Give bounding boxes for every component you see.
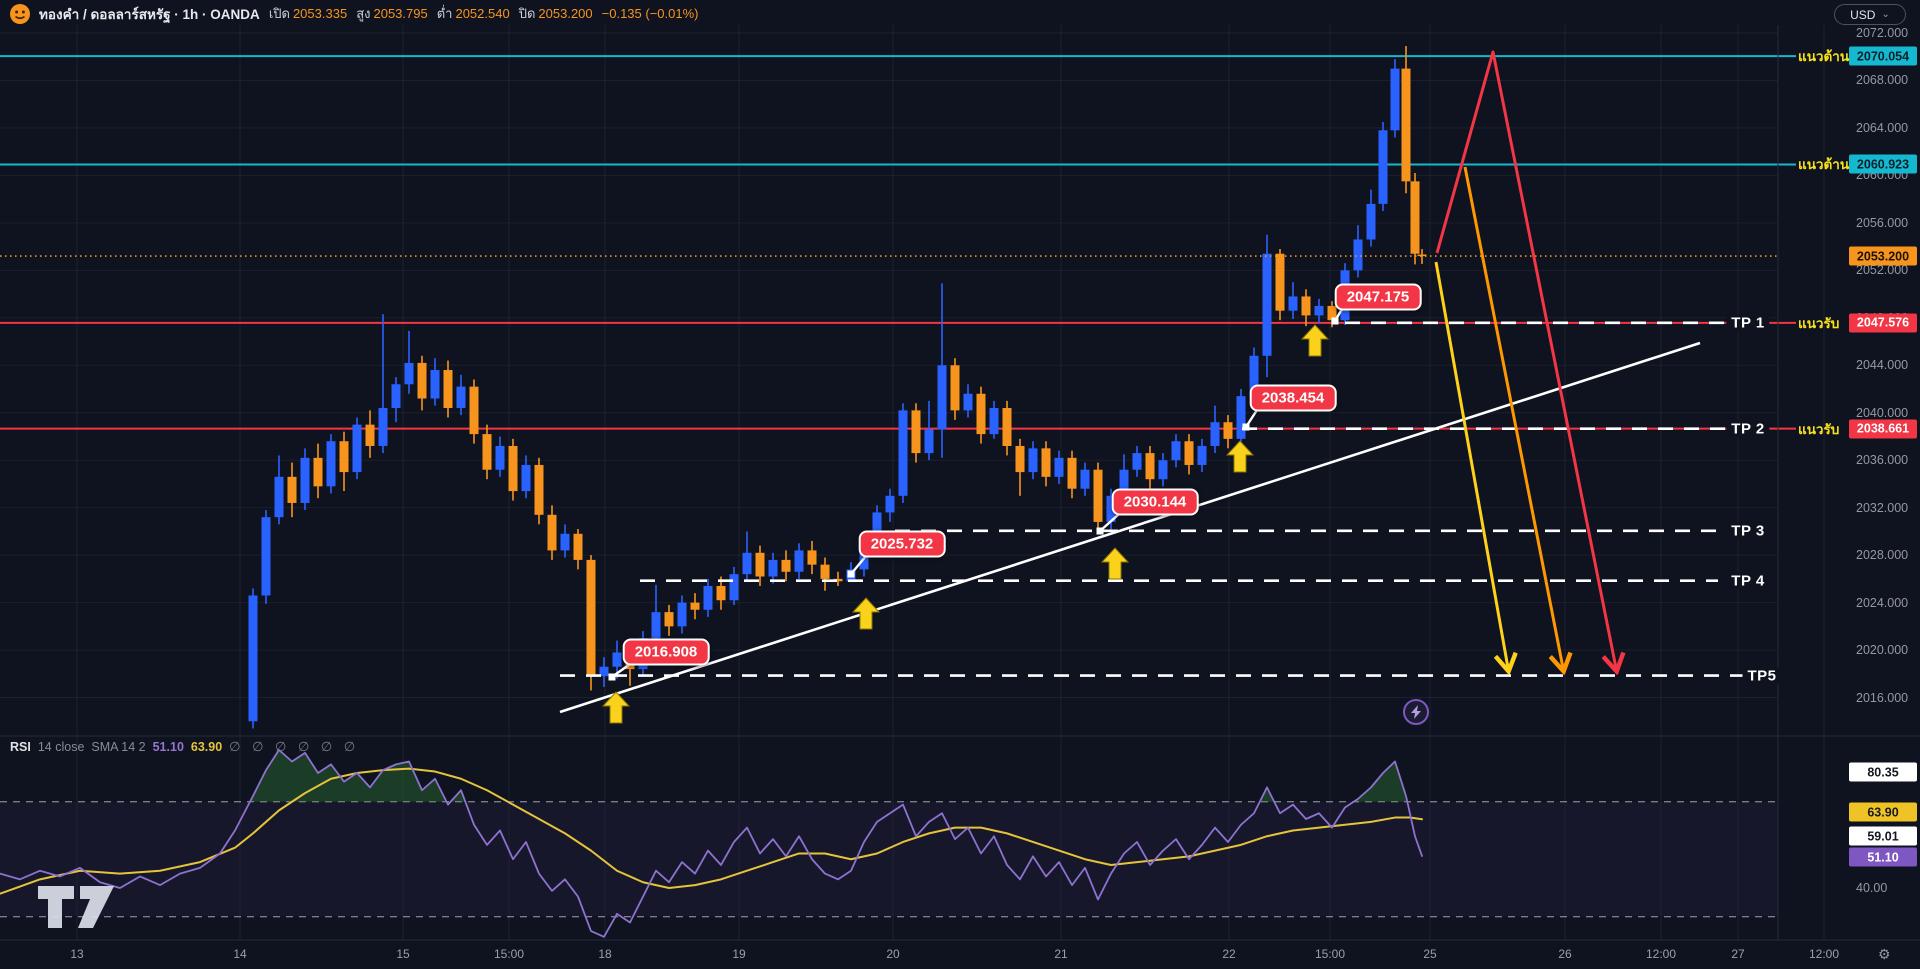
time-axis-tick: 21 [1054,947,1068,961]
symbol-title[interactable]: ทองคำ / ดอลลาร์สหรัฐ · 1h · OANDA [39,6,260,22]
tp-level-label[interactable]: TP 1 [1726,314,1770,332]
close-label: ปิด [518,6,536,21]
price-axis-tick: 2016.000 [1856,690,1909,705]
time-axis-tick: 22 [1222,947,1236,961]
price-axis-tick: 2052.000 [1856,263,1909,278]
support-label[interactable]: แนวรับ [1798,315,1840,331]
buy-arrow-icon[interactable] [851,597,881,630]
change-value: −0.135 (−0.01%) [601,6,699,21]
time-axis-tick: 15 [396,947,410,961]
open-label: เปิด [268,6,290,21]
rsi-value: 51.10 [152,740,184,754]
price-axis-tick: 2032.000 [1856,500,1909,515]
time-axis-tick: 13 [70,947,84,961]
time-axis-tick: 18 [598,947,612,961]
price-callout[interactable]: 2025.732 [858,530,946,558]
currency-label: USD [1850,7,1876,22]
time-axis-tick: 25 [1423,947,1437,961]
price-axis-tick: 2040.000 [1856,405,1909,420]
buy-arrow-icon[interactable] [1300,324,1330,357]
price-axis-tick: 2056.000 [1856,215,1909,230]
price-axis-badge: 2038.661 [1849,419,1917,439]
rsi-params: 14 close [37,740,85,754]
resistance-label[interactable]: แนวต้าน [1798,49,1850,65]
buy-arrow-icon[interactable] [1225,440,1255,473]
time-axis-tick: 14 [233,947,247,961]
low-label: ต่ำ [436,6,453,21]
rsi-axis-badge: 63.90 [1849,802,1917,822]
rsi-axis-badge: 51.10 [1849,847,1917,867]
rsi-axis-tick: 40.00 [1856,881,1888,895]
price-axis-tick: 2036.000 [1856,453,1909,468]
rsi-axis-badge: 80.35 [1849,762,1917,782]
price-axis-tick: 2044.000 [1856,358,1909,373]
time-axis-tick: 12:00 [1808,947,1840,961]
resistance-label[interactable]: แนวต้าน [1798,157,1850,173]
high-value: 2053.795 [373,6,428,21]
lightning-icon[interactable] [1403,699,1429,725]
price-axis-badge: 2070.054 [1849,46,1917,66]
rsi-ma-value: 63.90 [190,740,223,754]
time-axis-tick: 26 [1558,947,1572,961]
rsi-null-values: ∅ ∅ ∅ ∅ ∅ ∅ [229,739,360,754]
price-axis-tick: 2064.000 [1856,120,1909,135]
price-callout[interactable]: 2047.175 [1334,283,1422,311]
time-axis-tick: 20 [886,947,900,961]
channel-avatar [10,3,30,24]
buy-arrow-icon[interactable] [601,691,631,724]
low-value: 2052.540 [455,6,510,21]
time-axis-tick: 15:00 [1314,947,1346,961]
time-axis-tick: 19 [732,947,746,961]
high-label: สูง [356,6,371,21]
price-axis-badge: 2047.576 [1849,313,1917,333]
chevron-down-icon: ⌄ [1881,8,1890,20]
price-axis-badge: 2053.200 [1849,246,1917,266]
tp-level-label[interactable]: TP5 [1742,667,1782,685]
price-callout[interactable]: 2016.908 [622,638,710,666]
currency-select[interactable]: USD ⌄ [1834,4,1906,25]
time-axis-tick: 27 [1731,947,1745,961]
tp-level-label[interactable]: TP 3 [1726,522,1770,540]
rsi-title[interactable]: RSI [10,740,31,754]
price-axis-tick: 2072.000 [1856,25,1909,40]
tradingview-logo [38,886,114,928]
price-axis-tick: 2024.000 [1856,595,1909,610]
timezone-settings-icon[interactable]: ⚙ [1878,946,1891,962]
rsi-axis-badge: 59.01 [1849,826,1917,846]
tp-level-label[interactable]: TP 2 [1726,420,1770,438]
time-axis-tick: 12:00 [1645,947,1677,961]
price-callout[interactable]: 2030.144 [1111,488,1199,516]
price-axis-tick: 2068.000 [1856,73,1909,88]
price-callout[interactable]: 2038.454 [1249,384,1337,412]
price-axis-tick: 2028.000 [1856,548,1909,563]
price-axis-badge: 2060.923 [1849,154,1917,174]
rsi-ma-params: SMA 14 2 [91,740,146,754]
buy-arrow-icon[interactable] [1100,547,1130,580]
open-value: 2053.335 [292,6,348,21]
symbol-header: ทองคำ / ดอลลาร์สหรัฐ · 1h · OANDA เปิด 20… [10,0,699,27]
support-label[interactable]: แนวรับ [1798,421,1840,437]
rsi-header: RSI 14 close SMA 14 2 51.10 63.90 ∅ ∅ ∅ … [10,739,359,755]
tp-level-label[interactable]: TP 4 [1726,572,1770,590]
close-value: 2053.200 [538,6,593,21]
time-axis-tick: 15:00 [493,947,525,961]
price-axis-tick: 2020.000 [1856,643,1909,658]
